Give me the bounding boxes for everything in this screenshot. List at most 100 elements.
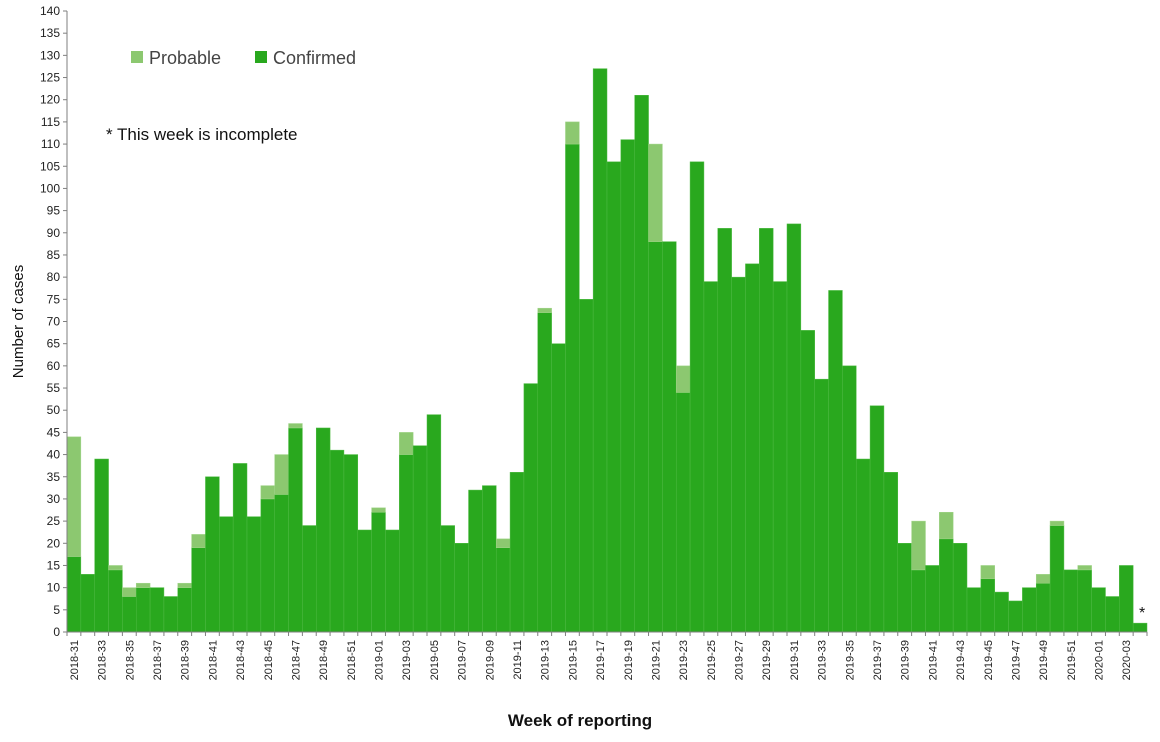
x-tick-label: 2020-03 bbox=[1121, 640, 1133, 680]
bar-confirmed bbox=[911, 569, 926, 633]
y-tick-label: 135 bbox=[40, 26, 60, 40]
x-tick-label: 2020-01 bbox=[1094, 640, 1106, 680]
bar-confirmed bbox=[149, 587, 165, 633]
bar-confirmed bbox=[288, 427, 303, 633]
y-tick-label: 0 bbox=[53, 625, 60, 639]
y-tick-label: 105 bbox=[40, 159, 60, 173]
y-tick-label: 5 bbox=[53, 603, 60, 617]
x-tick-label: 2019-35 bbox=[844, 640, 856, 680]
x-tick-label: 2019-05 bbox=[429, 640, 441, 680]
y-tick-label: 130 bbox=[40, 48, 60, 62]
bar-confirmed bbox=[883, 472, 899, 633]
x-tick-label: 2018-37 bbox=[152, 640, 164, 680]
bar-confirmed bbox=[1077, 569, 1092, 633]
bar-confirmed bbox=[1119, 565, 1134, 633]
bar-confirmed bbox=[745, 263, 760, 633]
bar-confirmed bbox=[939, 538, 954, 633]
bar-confirmed bbox=[1035, 582, 1051, 633]
bar-confirmed bbox=[523, 383, 539, 633]
x-tick-label: 2019-27 bbox=[734, 640, 746, 680]
bar-probable bbox=[911, 520, 926, 571]
bar-confirmed bbox=[828, 290, 843, 633]
x-tick-label: 2019-49 bbox=[1038, 640, 1050, 680]
bar-confirmed bbox=[759, 228, 774, 633]
bars-layer bbox=[66, 68, 1148, 633]
x-tick-label: 2019-41 bbox=[927, 640, 939, 680]
bar-confirmed bbox=[385, 529, 400, 633]
bar-probable bbox=[537, 307, 552, 313]
x-tick-label: 2019-47 bbox=[1010, 640, 1022, 680]
bar-confirmed bbox=[592, 68, 608, 633]
bar-confirmed bbox=[177, 587, 192, 633]
bar-confirmed bbox=[925, 565, 940, 633]
y-tick-label: 60 bbox=[47, 359, 61, 373]
x-tick-label: 2019-11 bbox=[512, 640, 524, 680]
bar-confirmed bbox=[1008, 600, 1023, 633]
bar-confirmed bbox=[551, 343, 566, 633]
bar-confirmed bbox=[703, 281, 719, 633]
legend-label-probable: Probable bbox=[149, 48, 221, 68]
y-tick-label: 25 bbox=[47, 514, 61, 528]
x-tick-label: 2019-03 bbox=[401, 640, 413, 680]
bar-confirmed bbox=[260, 498, 275, 633]
bar-confirmed bbox=[163, 596, 179, 633]
bar-probable bbox=[135, 582, 151, 588]
x-tick-label: 2019-25 bbox=[706, 640, 718, 680]
bar-probable bbox=[1049, 520, 1065, 526]
bar-probable bbox=[108, 565, 123, 571]
bar-confirmed bbox=[869, 405, 885, 633]
x-tick-label: 2019-19 bbox=[623, 640, 635, 680]
x-tick-label: 2019-51 bbox=[1066, 640, 1078, 680]
bar-confirmed bbox=[246, 516, 262, 633]
bar-confirmed bbox=[440, 525, 455, 633]
bar-probable bbox=[675, 365, 691, 393]
bar-confirmed bbox=[648, 241, 663, 633]
x-tick-label: 2018-47 bbox=[290, 640, 302, 680]
y-tick-label: 85 bbox=[47, 248, 61, 262]
y-axis-title: Number of cases bbox=[10, 265, 27, 378]
legend-swatch-confirmed bbox=[255, 51, 267, 63]
y-tick-label: 75 bbox=[47, 292, 61, 306]
x-tick-label: 2019-13 bbox=[540, 640, 552, 680]
bar-confirmed bbox=[1105, 596, 1120, 633]
bar-confirmed bbox=[371, 511, 386, 633]
axes-layer: 0 5 10 15 20 25 30 35 40 45 50 55 60 65 70 75 80 85 90 95 10… bbox=[40, 4, 1148, 680]
bar-probable bbox=[177, 582, 192, 588]
bar-probable bbox=[66, 436, 82, 557]
x-tick-label: 2018-49 bbox=[318, 640, 330, 680]
bar-probable bbox=[260, 485, 275, 500]
bar-confirmed bbox=[1022, 587, 1037, 633]
x-tick-label: 2019-23 bbox=[678, 640, 690, 680]
x-tick-label: 2018-31 bbox=[69, 640, 81, 680]
y-tick-label: 45 bbox=[47, 425, 61, 439]
y-tick-label: 120 bbox=[40, 93, 60, 107]
x-tick-label: 2019-33 bbox=[817, 640, 829, 680]
bar-confirmed bbox=[454, 543, 469, 633]
bar-probable bbox=[122, 587, 137, 597]
y-tick-label: 20 bbox=[47, 536, 61, 550]
bar-confirmed bbox=[468, 489, 483, 633]
y-tick-label: 90 bbox=[47, 226, 61, 240]
bar-confirmed bbox=[108, 569, 123, 633]
x-tick-label: 2018-51 bbox=[346, 640, 358, 680]
bar-confirmed bbox=[606, 161, 622, 633]
y-tick-label: 30 bbox=[47, 492, 61, 506]
incomplete-week-marker: * bbox=[1139, 605, 1145, 622]
bar-confirmed bbox=[814, 378, 829, 633]
x-tick-label: 2018-41 bbox=[207, 640, 219, 680]
bar-confirmed bbox=[232, 463, 248, 633]
y-tick-label: 100 bbox=[40, 181, 60, 195]
x-tick-label: 2019-21 bbox=[650, 640, 662, 680]
x-tick-label: 2019-07 bbox=[457, 640, 469, 680]
legend: Probable Confirmed bbox=[131, 48, 356, 68]
x-tick-label: 2019-09 bbox=[484, 640, 496, 680]
bar-probable bbox=[371, 507, 386, 513]
y-tick-label: 125 bbox=[40, 71, 60, 85]
y-tick-label: 110 bbox=[41, 137, 60, 151]
bar-confirmed bbox=[689, 161, 705, 633]
bar-confirmed bbox=[509, 472, 525, 633]
bar-probable bbox=[939, 511, 954, 540]
bar-probable bbox=[565, 121, 580, 145]
y-tick-label: 55 bbox=[47, 381, 61, 395]
bar-confirmed bbox=[426, 414, 442, 633]
